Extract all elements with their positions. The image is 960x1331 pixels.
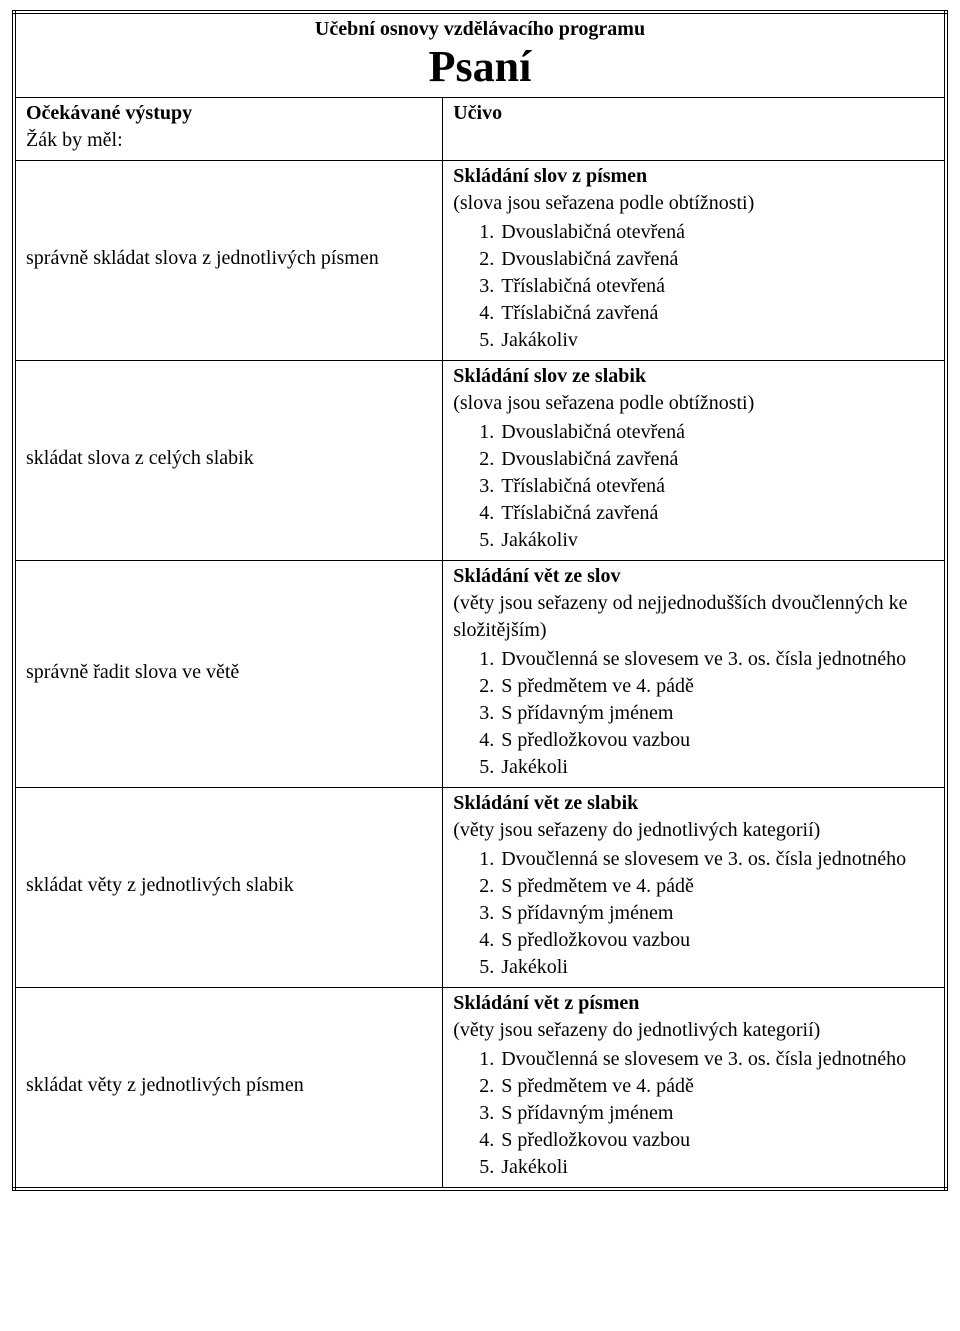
title-row: Učební osnovy vzdělávacího programu Psan…: [14, 12, 946, 98]
content-cell: Skládání vět ze slabik (věty jsou seřaze…: [443, 788, 946, 988]
list-item: Tříslabičná zavřená: [499, 300, 934, 327]
title-cell: Učební osnovy vzdělávacího programu Psan…: [14, 12, 946, 98]
list-item: Dvoučlenná se slovesem ve 3. os. čísla j…: [499, 646, 934, 673]
small-title: Učební osnovy vzdělávacího programu: [26, 16, 934, 43]
list-item: Tříslabičná zavřená: [499, 500, 934, 527]
table-row: skládat věty z jednotlivých písmen Sklád…: [14, 988, 946, 1190]
outcome-cell: správně řadit slova ve větě: [14, 561, 443, 788]
section-title: Skládání slov ze slabik: [453, 363, 934, 390]
section-list: Dvoučlenná se slovesem ve 3. os. čísla j…: [453, 1046, 934, 1181]
section-list: Dvoučlenná se slovesem ve 3. os. čísla j…: [453, 646, 934, 781]
outcome-cell: správně skládat slova z jednotlivých pís…: [14, 161, 443, 361]
section-sub: (slova jsou seřazena podle obtížnosti): [453, 190, 934, 217]
right-header-cell: Učivo: [443, 98, 946, 161]
list-item: Jakákoliv: [499, 527, 934, 554]
list-item: Tříslabičná otevřená: [499, 473, 934, 500]
list-item: S předložkovou vazbou: [499, 1127, 934, 1154]
outcome-cell: skládat věty z jednotlivých písmen: [14, 988, 443, 1190]
section-sub: (věty jsou seřazeny do jednotlivých kate…: [453, 1017, 934, 1044]
curriculum-table: Učební osnovy vzdělávacího programu Psan…: [12, 10, 948, 1191]
content-cell: Skládání vět ze slov (věty jsou seřazeny…: [443, 561, 946, 788]
section-title: Skládání vět z písmen: [453, 990, 934, 1017]
left-header-sub: Žák by měl:: [26, 127, 432, 154]
list-item: Jakékoli: [499, 1154, 934, 1181]
table-row: správně řadit slova ve větě Skládání vět…: [14, 561, 946, 788]
list-item: Jakékoli: [499, 754, 934, 781]
list-item: S přídavným jménem: [499, 900, 934, 927]
header-row: Očekávané výstupy Žák by měl: Učivo: [14, 98, 946, 161]
left-header-bold: Očekávané výstupy: [26, 100, 432, 127]
table-row: skládat slova z celých slabik Skládání s…: [14, 361, 946, 561]
content-cell: Skládání slov ze slabik (slova jsou seřa…: [443, 361, 946, 561]
left-header-cell: Očekávané výstupy Žák by měl:: [14, 98, 443, 161]
list-item: S předložkovou vazbou: [499, 927, 934, 954]
outcome-cell: skládat věty z jednotlivých slabik: [14, 788, 443, 988]
page: Učební osnovy vzdělávacího programu Psan…: [12, 10, 948, 1191]
content-cell: Skládání slov z písmen (slova jsou seřaz…: [443, 161, 946, 361]
list-item: Dvouslabičná zavřená: [499, 446, 934, 473]
section-sub: (slova jsou seřazena podle obtížnosti): [453, 390, 934, 417]
section-title: Skládání vět ze slov: [453, 563, 934, 590]
section-list: Dvoučlenná se slovesem ve 3. os. čísla j…: [453, 846, 934, 981]
content-cell: Skládání vět z písmen (věty jsou seřazen…: [443, 988, 946, 1190]
list-item: S předložkovou vazbou: [499, 727, 934, 754]
table-row: správně skládat slova z jednotlivých pís…: [14, 161, 946, 361]
list-item: S předmětem ve 4. pádě: [499, 673, 934, 700]
section-list: Dvouslabičná otevřená Dvouslabičná zavře…: [453, 419, 934, 554]
list-item: Dvoučlenná se slovesem ve 3. os. čísla j…: [499, 846, 934, 873]
section-title: Skládání vět ze slabik: [453, 790, 934, 817]
table-row: skládat věty z jednotlivých slabik Sklád…: [14, 788, 946, 988]
section-title: Skládání slov z písmen: [453, 163, 934, 190]
list-item: Jakékoli: [499, 954, 934, 981]
list-item: Dvouslabičná zavřená: [499, 246, 934, 273]
outcome-cell: skládat slova z celých slabik: [14, 361, 443, 561]
section-sub: (věty jsou seřazeny od nejjednodušších d…: [453, 590, 934, 644]
list-item: Tříslabičná otevřená: [499, 273, 934, 300]
list-item: S přídavným jménem: [499, 1100, 934, 1127]
list-item: S přídavným jménem: [499, 700, 934, 727]
list-item: Jakákoliv: [499, 327, 934, 354]
list-item: Dvouslabičná otevřená: [499, 219, 934, 246]
section-list: Dvouslabičná otevřená Dvouslabičná zavře…: [453, 219, 934, 354]
list-item: S předmětem ve 4. pádě: [499, 1073, 934, 1100]
section-sub: (věty jsou seřazeny do jednotlivých kate…: [453, 817, 934, 844]
right-header-bold: Učivo: [453, 100, 934, 127]
list-item: Dvouslabičná otevřená: [499, 419, 934, 446]
list-item: S předmětem ve 4. pádě: [499, 873, 934, 900]
big-title: Psaní: [26, 43, 934, 91]
list-item: Dvoučlenná se slovesem ve 3. os. čísla j…: [499, 1046, 934, 1073]
